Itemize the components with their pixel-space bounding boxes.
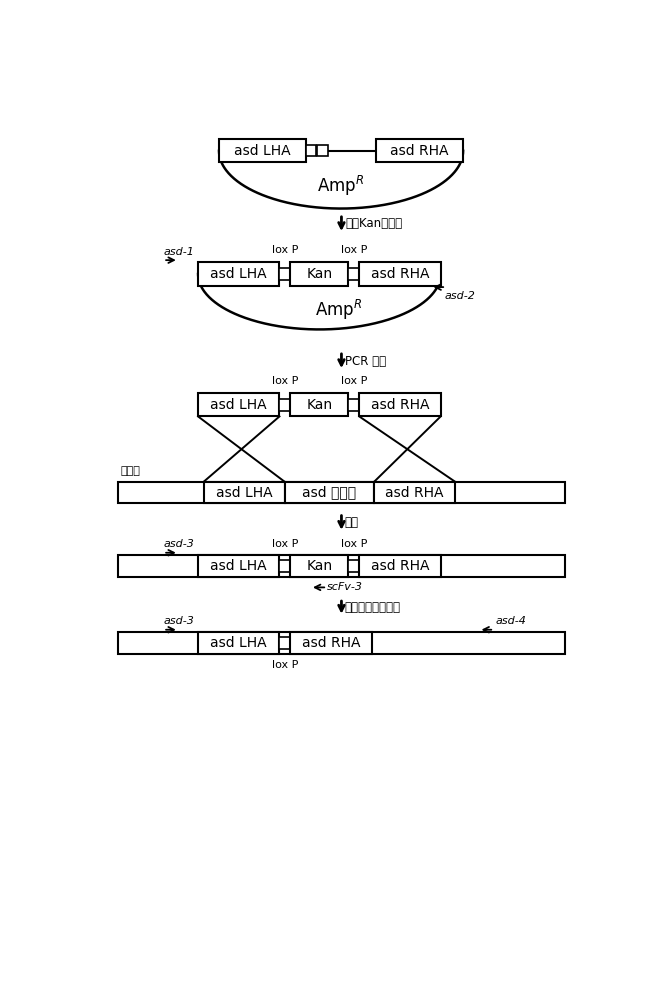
Text: asd LHA: asd LHA <box>211 559 267 573</box>
Bar <box>279 637 290 649</box>
Bar <box>285 482 374 503</box>
Bar <box>279 560 290 572</box>
Bar <box>198 555 279 577</box>
Bar <box>348 399 360 411</box>
Bar <box>118 555 566 577</box>
Bar <box>317 145 327 156</box>
Bar <box>360 555 441 577</box>
Bar <box>290 632 372 654</box>
Text: 重组: 重组 <box>345 516 359 529</box>
Bar <box>118 632 566 654</box>
Text: Kan: Kan <box>306 267 332 281</box>
Text: Amp$^R$: Amp$^R$ <box>317 173 365 198</box>
Text: asd LHA: asd LHA <box>234 144 291 158</box>
Bar <box>360 262 441 286</box>
Text: asd LHA: asd LHA <box>216 486 273 500</box>
Bar <box>290 555 348 577</box>
Text: asd LHA: asd LHA <box>211 636 267 650</box>
Text: asd RHA: asd RHA <box>371 267 429 281</box>
Text: 克隆Kan基因盒: 克隆Kan基因盒 <box>346 217 402 230</box>
Text: PCR 扩增: PCR 扩增 <box>346 355 386 368</box>
Text: asd-3: asd-3 <box>163 539 194 549</box>
Bar <box>198 393 279 416</box>
Text: asd LHA: asd LHA <box>211 398 267 412</box>
Text: asd-3: asd-3 <box>163 616 194 626</box>
Bar <box>118 482 566 503</box>
Text: asd RHA: asd RHA <box>301 636 360 650</box>
Text: asd RHA: asd RHA <box>371 398 429 412</box>
Text: lox P: lox P <box>271 245 298 255</box>
Text: lox P: lox P <box>271 539 298 549</box>
Text: asd-1: asd-1 <box>163 247 194 257</box>
Text: asd 基因座: asd 基因座 <box>302 486 356 500</box>
Bar <box>376 139 463 162</box>
Text: Amp$^R$: Amp$^R$ <box>315 298 362 322</box>
Bar <box>290 262 348 286</box>
Text: lox P: lox P <box>271 660 298 670</box>
Bar <box>198 262 279 286</box>
Bar <box>203 482 285 503</box>
Text: 卡那霉素基因移除: 卡那霉素基因移除 <box>345 601 401 614</box>
Bar <box>360 393 441 416</box>
Text: lox P: lox P <box>271 376 298 386</box>
Bar <box>198 632 279 654</box>
Bar <box>348 560 360 572</box>
Text: lox P: lox P <box>341 376 367 386</box>
Bar <box>348 268 360 280</box>
Text: Kan: Kan <box>306 559 332 573</box>
Text: asd RHA: asd RHA <box>386 486 444 500</box>
Bar <box>305 145 316 156</box>
Text: Kan: Kan <box>306 398 332 412</box>
Bar <box>290 393 348 416</box>
Text: asd-2: asd-2 <box>444 291 476 301</box>
Bar <box>279 399 290 411</box>
Text: lox P: lox P <box>341 245 367 255</box>
Text: asd RHA: asd RHA <box>371 559 429 573</box>
Bar <box>374 482 456 503</box>
Bar <box>279 268 290 280</box>
Text: asd RHA: asd RHA <box>390 144 449 158</box>
Text: scFv-3: scFv-3 <box>327 582 363 592</box>
Text: asd-4: asd-4 <box>496 616 526 626</box>
Text: asd LHA: asd LHA <box>211 267 267 281</box>
Text: 靶位点: 靶位点 <box>121 466 141 476</box>
Text: lox P: lox P <box>341 539 367 549</box>
Bar <box>219 139 305 162</box>
